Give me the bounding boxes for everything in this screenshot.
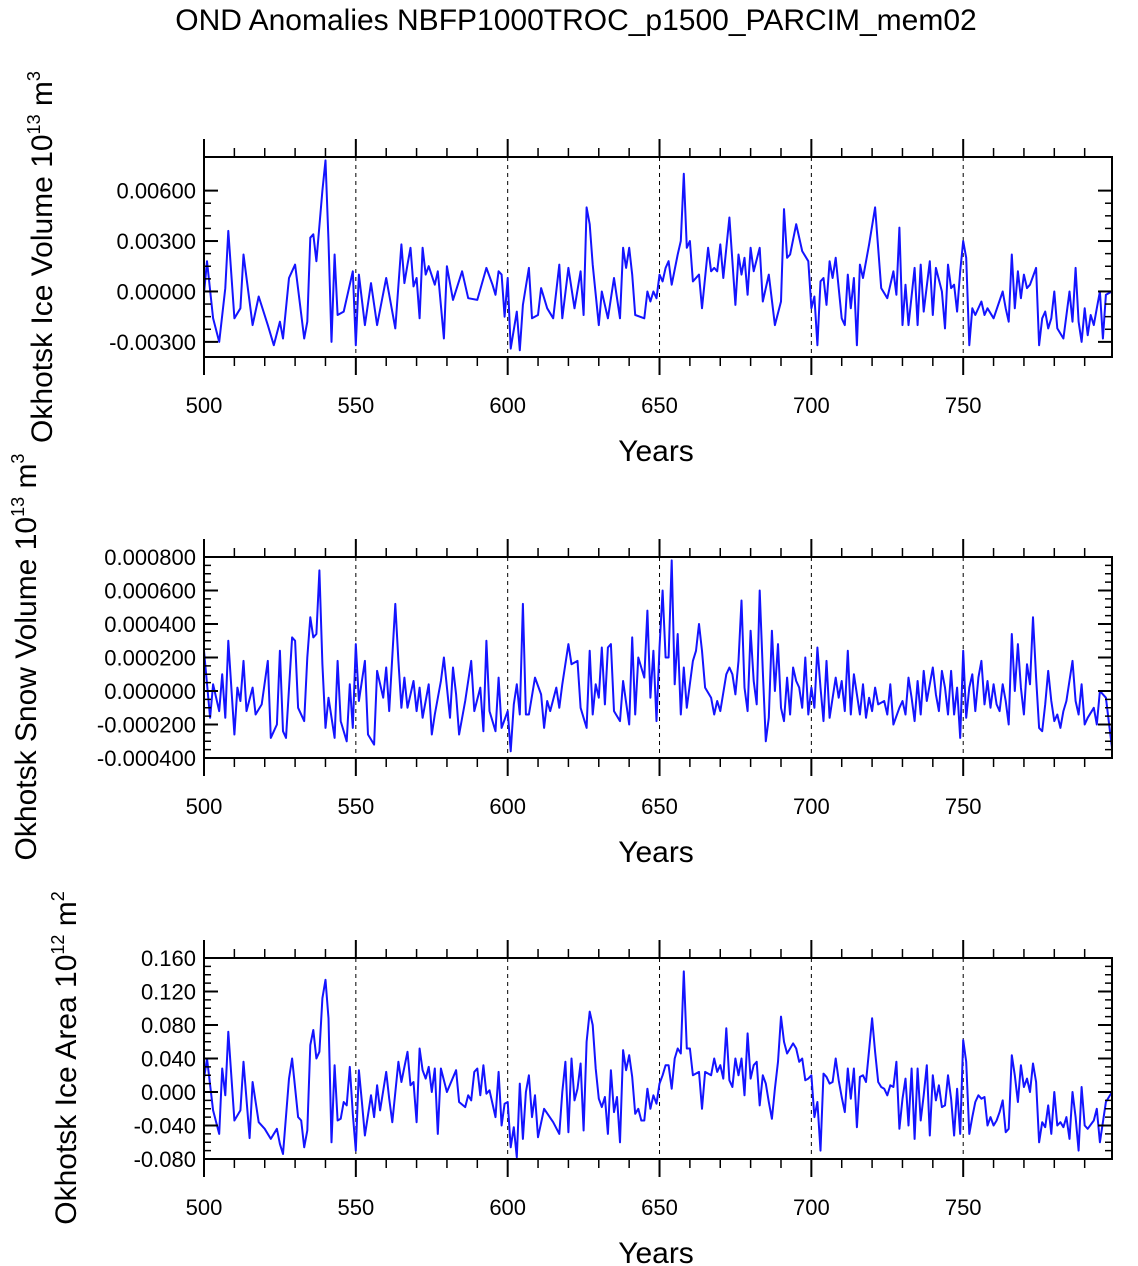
y-tick-label: 0.000400 — [104, 612, 196, 637]
y-tick-label: -0.080 — [134, 1147, 196, 1172]
y-axis-unit: m — [50, 901, 83, 934]
y-axis-unit: m — [10, 464, 43, 497]
x-tick-label: 700 — [793, 393, 830, 418]
y-tick-label: -0.000200 — [97, 713, 196, 738]
x-axis-title: Years — [618, 1237, 694, 1266]
y-tick-label: 0.00600 — [116, 179, 196, 204]
series-line-ice-area — [203, 970, 1113, 1159]
y-tick-label: 0.000800 — [104, 545, 196, 570]
x-tick-label: 500 — [186, 1195, 223, 1220]
panel-ice-volume: 500 550 600 650 700 750 -0.00300 0.00000 0.00300… — [24, 71, 1113, 468]
panel-snow-volume: 500 550 600 650 700 750 -0.000400 -0.000200 0.00… — [8, 454, 1113, 869]
y-tick-label: -0.000400 — [97, 746, 196, 771]
x-axis-title: Years — [618, 435, 694, 468]
y-axis-title: Okhotsk Ice Area 1012 m2 — [48, 891, 83, 1225]
y-tick-label: 0.000 — [141, 1080, 196, 1105]
figure-title: OND Anomalies NBFP1000TROC_p1500_PARCIM_… — [175, 4, 976, 37]
x-tick-label: 550 — [337, 393, 374, 418]
x-tick-label: 650 — [641, 1195, 678, 1220]
x-tick-label: 550 — [337, 794, 374, 819]
x-tick-label: 650 — [641, 393, 678, 418]
y-axis-unit: m — [26, 81, 59, 114]
x-tick-label: 600 — [489, 393, 526, 418]
y-tick-label: 0.160 — [141, 946, 196, 971]
plot-frame — [203, 156, 1113, 358]
plot-frame — [203, 957, 1113, 1160]
x-tick-label: 500 — [186, 393, 223, 418]
y-axis-title: Okhotsk Snow Volume 1013 m3 — [8, 454, 43, 861]
y-tick-label: 0.080 — [141, 1013, 196, 1038]
series-line-snow-volume — [203, 559, 1113, 753]
series-line-ice-volume — [203, 159, 1113, 352]
y-axis-title-text: Okhotsk Ice Volume 10 — [26, 134, 59, 443]
x-tick-label: 600 — [489, 1195, 526, 1220]
y-tick-label: 0.00000 — [116, 279, 196, 304]
x-tick-label: 700 — [793, 1195, 830, 1220]
y-axis-unit-exponent: 13 — [8, 497, 28, 517]
x-tick-label: 550 — [337, 1195, 374, 1220]
y-tick-label: 0.040 — [141, 1047, 196, 1072]
x-tick-label: 750 — [945, 393, 982, 418]
y-tick-label: 0.000000 — [104, 679, 196, 704]
y-tick-label: -0.040 — [134, 1114, 196, 1139]
y-axis-title-text: Okhotsk Ice Area 10 — [50, 955, 83, 1225]
y-axis-unit-power: 3 — [8, 454, 28, 464]
x-tick-label: 750 — [945, 1195, 982, 1220]
y-axis-unit-power: 2 — [48, 891, 68, 901]
x-tick-label: 750 — [945, 794, 982, 819]
y-axis-unit-power: 3 — [24, 71, 44, 81]
x-tick-label: 600 — [489, 794, 526, 819]
x-axis-title: Years — [618, 836, 694, 869]
x-tick-label: 650 — [641, 794, 678, 819]
y-axis-unit-exponent: 12 — [48, 935, 68, 955]
panel-ice-area: 500 550 600 650 700 750 -0.080 -0.040 0.000 0.040… — [48, 891, 1113, 1266]
y-tick-label: -0.00300 — [109, 330, 196, 355]
plot-frame — [203, 556, 1113, 759]
y-tick-label: 0.000200 — [104, 646, 196, 671]
y-tick-label: 0.000600 — [104, 579, 196, 604]
y-tick-label: 0.00300 — [116, 229, 196, 254]
x-tick-label: 700 — [793, 794, 830, 819]
x-tick-label: 500 — [186, 794, 223, 819]
y-axis-title: Okhotsk Ice Volume 1013 m3 — [24, 71, 59, 443]
y-tick-label: 0.120 — [141, 980, 196, 1005]
y-axis-unit-exponent: 13 — [24, 114, 44, 134]
y-axis-title-text: Okhotsk Snow Volume 10 — [10, 517, 43, 861]
